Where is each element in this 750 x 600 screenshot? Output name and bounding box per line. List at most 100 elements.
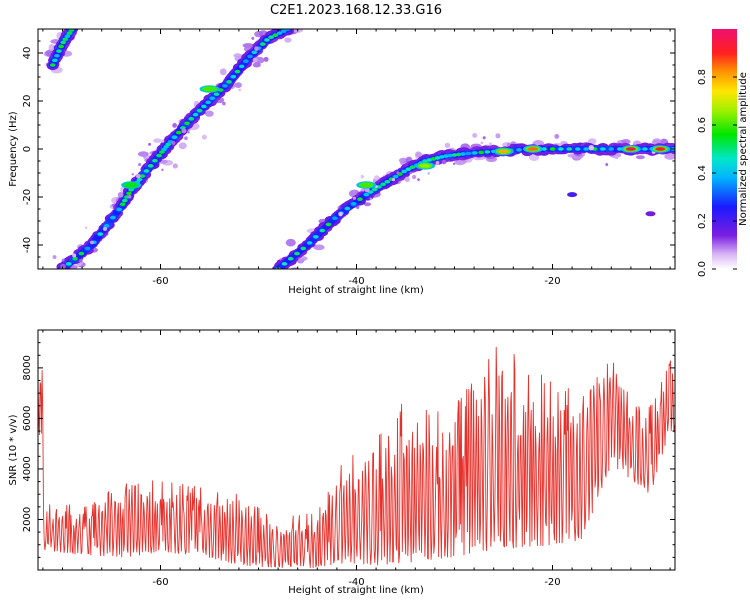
hotspot-peak (126, 183, 137, 187)
noise-speck (427, 172, 431, 175)
ridge-blob (62, 37, 69, 42)
noise-speck (127, 195, 132, 199)
ridge-blob (147, 164, 154, 168)
ridge-halo (664, 152, 675, 160)
spectrogram-x-axis-label: Height of straight line (km) (288, 285, 424, 296)
ridge-blob (306, 241, 313, 245)
ridge-blob (139, 174, 146, 178)
noise-speck (460, 161, 463, 164)
ridge-blob (392, 174, 399, 179)
x-tick-label: -60 (152, 276, 168, 287)
noise-speck (318, 245, 323, 250)
spectrogram-y-axis-label: Frequency (Hz) (8, 111, 19, 187)
hotspot (415, 162, 436, 170)
ridge-blob (72, 256, 78, 261)
noise-speck (488, 142, 493, 146)
noise-speck (396, 171, 400, 175)
noise-speck (61, 258, 65, 262)
ridge-halo (284, 37, 292, 43)
x-tick-label: -20 (544, 577, 560, 588)
colorbar-tick-label: 0.0 (697, 261, 708, 277)
hotspot-peak (420, 164, 431, 168)
ridge-halo (204, 110, 214, 117)
colorbar-tick-label: 0.4 (697, 165, 708, 181)
ridge-blob (251, 50, 258, 55)
ridge-blob (152, 158, 158, 163)
noise-speck (187, 131, 190, 134)
ridge-blob (430, 157, 437, 161)
ridge-blob (54, 53, 60, 58)
hotspot-peak (655, 147, 666, 151)
y-tick-label: 4000 (22, 456, 33, 481)
ridge-blob (238, 64, 245, 69)
ridge-halo (398, 157, 408, 164)
noise-speck (90, 240, 94, 245)
y-tick-label: 20 (22, 95, 33, 108)
noise-speck (142, 153, 147, 158)
ridge-blob (478, 150, 484, 155)
ridge-blob (558, 147, 564, 151)
colorbar-ticks: 0.0 0.2 0.4 0.6 0.8 (697, 69, 737, 277)
ridge-blob (294, 251, 300, 256)
hotspot (645, 211, 656, 217)
ridge-blob (205, 100, 211, 105)
noise-speck (360, 174, 365, 179)
ridge-blob (171, 135, 178, 139)
ridge-blob (56, 49, 62, 53)
snr-y-axis-label: SNR (10 * v/v) (8, 414, 19, 485)
ridge-blob (484, 150, 491, 154)
noise-speck (417, 178, 420, 181)
noise-speck (135, 173, 141, 179)
ridge-blob (516, 148, 522, 152)
noise-speck (160, 139, 165, 143)
ridge-halo (652, 138, 662, 145)
noise-speck (280, 18, 285, 23)
noise-speck (352, 196, 357, 200)
ridge-blob (136, 177, 143, 182)
ridge-blob (608, 147, 615, 151)
ridge-blob (439, 155, 445, 159)
ridge-blob (52, 58, 58, 63)
noise-speck (252, 57, 258, 63)
noise-speck (681, 153, 685, 157)
ridge-blob (384, 179, 391, 184)
hotspot-peak (204, 87, 215, 91)
hotspot-peak (361, 183, 372, 187)
ridge-blob (201, 104, 207, 109)
ridge-blob (58, 44, 64, 49)
ridge-halo (621, 139, 631, 145)
ridge-blob (188, 117, 195, 121)
noise-speck (172, 123, 178, 128)
ridge-blob (574, 147, 581, 151)
ridge-blob (66, 262, 72, 266)
ridge-blob (465, 151, 472, 156)
y-tick-label: 2000 (22, 507, 33, 532)
noise-speck (238, 88, 242, 92)
ridge-blob (272, 33, 279, 37)
noise-speck (435, 160, 440, 165)
hotspot (356, 181, 377, 189)
ridge-blob (230, 74, 237, 79)
ridge-blob (226, 80, 232, 84)
snr-series-line (38, 346, 675, 568)
ridge-blob (325, 222, 332, 227)
y-tick-label: 6000 (22, 406, 33, 431)
noise-speck (356, 205, 360, 209)
noise-speck (60, 263, 66, 269)
ridge-blob (549, 147, 556, 151)
ridge-blob (110, 215, 116, 220)
ridge-blob (175, 130, 182, 135)
noise-speck (391, 178, 396, 182)
ridge-blob (455, 152, 462, 157)
noise-speck (161, 168, 164, 171)
noise-speck (85, 226, 88, 229)
ridge-blob (371, 187, 378, 192)
colorbar: 0.0 0.2 0.4 0.6 0.8 Normalized spectral ampl… (697, 29, 749, 277)
colorbar-tick-label: 0.6 (697, 117, 708, 133)
noise-speck (184, 136, 188, 141)
ridge-blob (460, 152, 466, 156)
ridge-halo (252, 62, 261, 68)
ridge-blob (222, 84, 228, 88)
ridge-blob (451, 153, 458, 157)
y-tick-label: 0 (22, 146, 33, 152)
